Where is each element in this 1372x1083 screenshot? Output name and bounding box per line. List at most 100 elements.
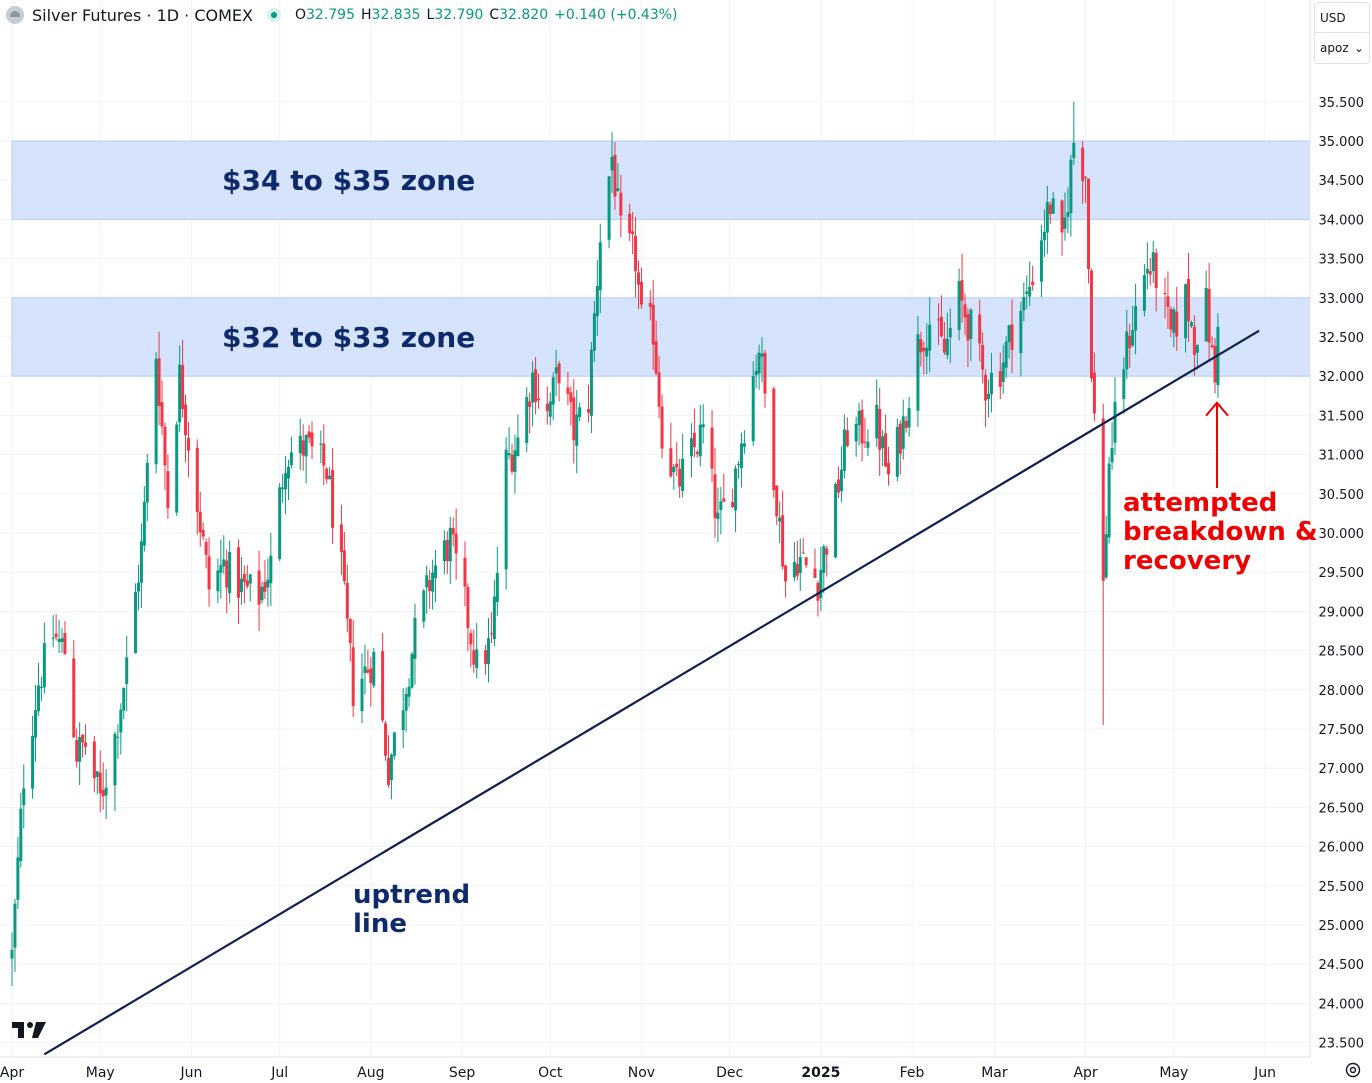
candle-body: [1019, 310, 1023, 354]
price-tick-label: 34.000: [1319, 213, 1365, 228]
candle-body: [322, 443, 326, 466]
candle-body: [628, 213, 632, 233]
candle-body: [1122, 369, 1126, 399]
candle-body: [451, 528, 455, 535]
candle-body: [1048, 204, 1052, 214]
candle-body: [363, 666, 367, 674]
candle-body: [242, 574, 246, 583]
candle-body: [442, 540, 446, 562]
candle-body: [613, 154, 617, 197]
candle-body: [310, 432, 314, 447]
candle-body: [784, 565, 788, 582]
candle-body: [1010, 324, 1014, 350]
candle-body: [616, 188, 620, 192]
candle-body: [536, 398, 540, 401]
candle-body: [957, 281, 961, 330]
candle-body: [804, 557, 808, 566]
unit-dropdown[interactable]: apoz ⌄: [1315, 32, 1369, 62]
candle-body: [654, 341, 658, 374]
candle-body: [648, 302, 652, 307]
time-tick-label: Jun: [179, 1065, 202, 1081]
candle-body: [463, 557, 467, 587]
candle-body: [360, 678, 364, 712]
price-tick-label: 31.500: [1319, 409, 1365, 424]
price-tick-label: 26.000: [1319, 841, 1365, 856]
candle-body: [345, 582, 349, 619]
price-zone-label: $34 to $35 zone: [222, 164, 475, 197]
candle-body: [1163, 292, 1167, 294]
candle-body: [1031, 281, 1035, 286]
candle-body: [257, 570, 261, 605]
candle-body: [178, 364, 182, 423]
candle-body: [775, 485, 779, 517]
candle-body: [504, 449, 508, 570]
candle-body: [692, 432, 696, 448]
currency-unit-selector[interactable]: USD apoz ⌄: [1314, 2, 1370, 64]
candle-body: [181, 365, 185, 410]
candle-body: [92, 741, 96, 779]
currency-dropdown[interactable]: USD: [1315, 3, 1369, 32]
candle-body: [286, 466, 290, 479]
tradingview-logo-icon[interactable]: [10, 1018, 50, 1042]
candle-body: [895, 427, 899, 477]
candle-body: [1069, 159, 1073, 214]
close-label: C: [489, 7, 500, 23]
candle-body: [404, 693, 408, 711]
market-status-dot-icon[interactable]: [266, 8, 281, 22]
price-tick-label: 31.000: [1319, 449, 1365, 464]
candle-body: [984, 375, 988, 401]
candle-body: [207, 556, 211, 590]
candle-body: [528, 401, 532, 407]
candle-body: [1134, 306, 1138, 331]
candle-body: [119, 709, 123, 733]
candle-body: [154, 358, 158, 465]
time-tick-label: Jul: [270, 1065, 288, 1081]
candle-body: [407, 686, 411, 697]
candle-body: [486, 638, 490, 665]
candle-body: [592, 313, 596, 351]
candle-body: [63, 633, 67, 655]
candle-body: [1045, 201, 1049, 233]
symbol-title[interactable]: Silver Futures · 1D · COMEX: [32, 5, 253, 25]
price-tick-label: 32.000: [1319, 370, 1365, 385]
candle-body: [1125, 331, 1129, 370]
candle-body: [845, 430, 849, 447]
candle-body: [204, 542, 208, 555]
candle-body: [516, 437, 520, 457]
candle-body: [1089, 270, 1093, 379]
candle-body: [863, 441, 867, 443]
candle-body: [145, 462, 149, 503]
candle-body: [554, 367, 558, 374]
candle-body: [760, 353, 764, 357]
candle-body: [142, 501, 146, 546]
candle-body: [866, 441, 870, 448]
candle-body: [372, 652, 376, 686]
candle-body: [1025, 291, 1029, 294]
candle-body: [1001, 362, 1005, 383]
candle-body: [1113, 401, 1117, 443]
candle-body: [637, 272, 640, 285]
candle-body: [1107, 463, 1111, 538]
candle-body: [422, 590, 426, 622]
candle-body: [1110, 447, 1114, 463]
time-tick-label: Jun: [1253, 1065, 1276, 1081]
settings-gear-icon[interactable]: [1344, 1061, 1362, 1079]
candle-body: [813, 568, 817, 578]
candle-body: [1195, 344, 1199, 353]
candle-body: [428, 580, 432, 592]
candle-body: [225, 560, 229, 588]
candle-body: [236, 547, 240, 598]
candle-body: [719, 501, 723, 510]
candle-body: [945, 338, 949, 356]
candle-body: [1066, 212, 1070, 217]
candle-body: [78, 737, 82, 762]
candle-body: [260, 586, 264, 601]
candle-body: [163, 426, 167, 466]
candle-body: [916, 334, 920, 411]
candle-body: [1022, 296, 1026, 311]
silver-coin-icon: [6, 6, 24, 24]
candle-body: [325, 468, 329, 480]
candle-body: [266, 579, 270, 588]
candle-body: [1051, 198, 1055, 214]
